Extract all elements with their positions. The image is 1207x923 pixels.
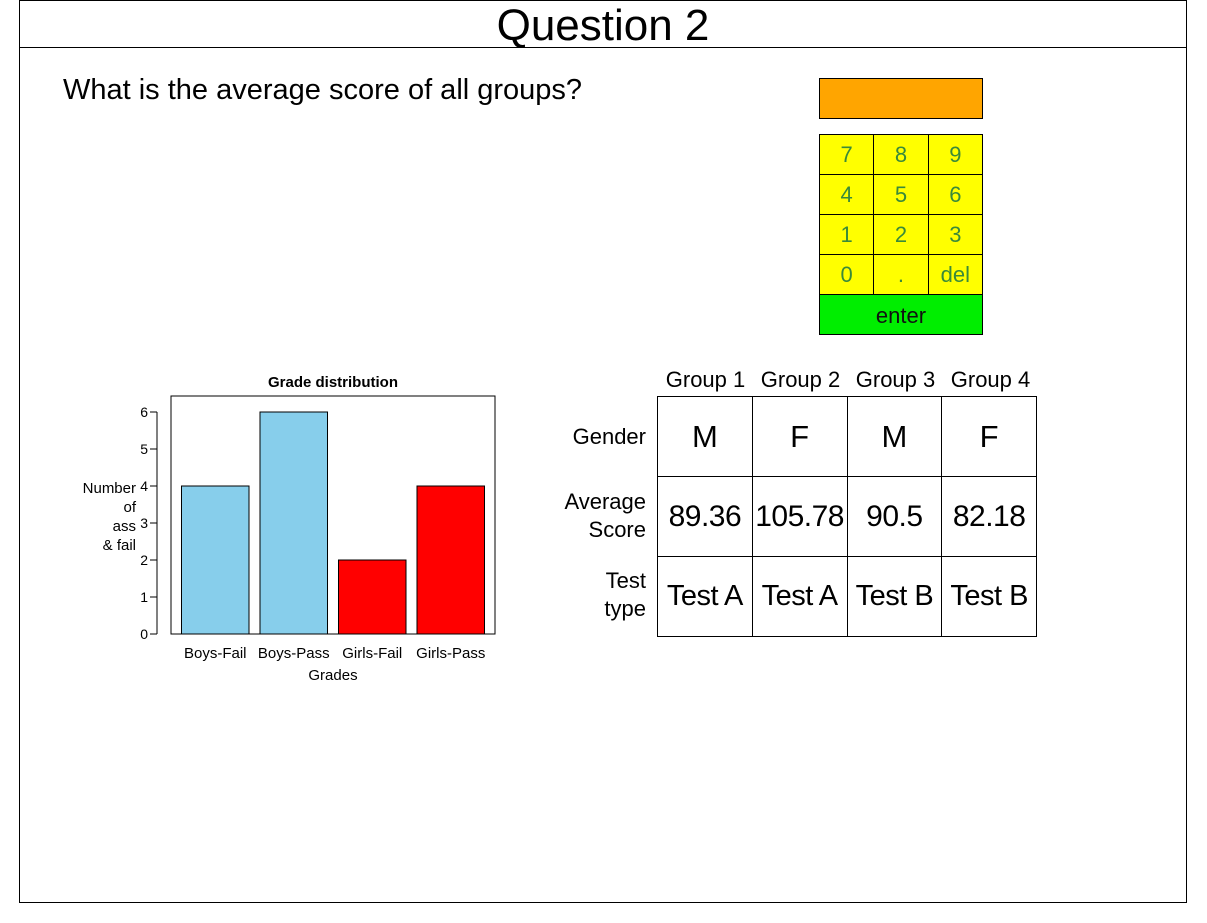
y-tick-label: 1 <box>140 589 148 605</box>
bar <box>337 559 407 635</box>
y-tick-label: 0 <box>140 626 148 642</box>
page-title: Question 2 <box>20 1 1186 50</box>
plot-border <box>170 395 496 635</box>
bar <box>180 485 250 635</box>
key-8[interactable]: 8 <box>874 135 929 175</box>
group-header: Group 3 <box>855 367 936 392</box>
table-row-score: 89.36 105.78 90.5 82.18 <box>657 476 1037 557</box>
y-tick-label: 5 <box>140 441 148 457</box>
bar <box>259 411 329 635</box>
answer-input[interactable] <box>819 78 983 119</box>
y-axis-label: of <box>123 499 136 516</box>
key-6[interactable]: 6 <box>928 175 982 215</box>
x-axis-label: Grades <box>308 667 357 684</box>
keypad-row: 1 2 3 <box>820 215 982 255</box>
row-label-average-score: Average Score <box>540 488 646 544</box>
y-tick-label: 2 <box>140 552 148 568</box>
keypad: 7 8 9 4 5 6 1 2 3 0 . del enter <box>819 134 983 335</box>
gender-cell: F <box>941 396 1037 477</box>
gender-cell: F <box>751 396 848 477</box>
x-tick-label: Boys-Pass <box>258 645 330 662</box>
bar <box>416 485 486 635</box>
y-axis-label: ass <box>113 518 136 535</box>
key-5[interactable]: 5 <box>874 175 929 215</box>
table-row-gender: M F M F <box>657 396 1037 477</box>
gender-cell: M <box>846 396 943 477</box>
score-cell: 90.5 <box>846 476 943 557</box>
score-cell: 89.36 <box>657 476 753 557</box>
y-axis-label: & fail <box>103 537 136 554</box>
key-0[interactable]: 0 <box>820 255 875 295</box>
key-7[interactable]: 7 <box>820 135 875 175</box>
group-header: Group 1 <box>665 367 746 392</box>
x-tick-label: Boys-Fail <box>184 645 247 662</box>
x-tick-label: Girls-Pass <box>416 645 485 662</box>
key-delete[interactable]: del <box>928 255 982 295</box>
row-label-line: Test <box>605 568 646 593</box>
question-text: What is the average score of all groups? <box>63 74 583 106</box>
keypad-row: 0 . del <box>820 255 982 295</box>
row-label-line: type <box>604 596 646 621</box>
test-type-cell: Test B <box>941 556 1037 637</box>
key-decimal[interactable]: . <box>874 255 929 295</box>
y-tick-label: 3 <box>140 515 148 531</box>
row-label-line: Average <box>564 489 646 514</box>
row-label-line: Score <box>588 517 646 542</box>
enter-button[interactable]: enter <box>820 295 982 334</box>
score-cell: 105.78 <box>751 476 848 557</box>
question-frame: Question 2 What is the average score of … <box>19 0 1187 903</box>
group-header: Group 2 <box>760 367 841 392</box>
x-tick-label: Girls-Fail <box>342 645 402 662</box>
y-tick-label: 6 <box>140 404 148 420</box>
row-label-line: Gender <box>572 424 646 449</box>
group-header: Group 4 <box>950 367 1031 392</box>
row-label-gender: Gender <box>540 423 646 451</box>
key-9[interactable]: 9 <box>928 135 982 175</box>
data-grid: M F M F 89.36 105.78 90.5 82.18 Test A T… <box>657 396 1037 637</box>
key-1[interactable]: 1 <box>820 215 875 255</box>
chart-title: Grade distribution <box>268 374 398 391</box>
test-type-cell: Test A <box>657 556 753 637</box>
gender-cell: M <box>657 396 753 477</box>
grade-distribution-chart: Grade distribution 0 1 2 3 4 5 6 Boys-Fail Boys-P… <box>83 374 496 684</box>
keypad-row: 7 8 9 <box>820 135 982 175</box>
score-cell: 82.18 <box>941 476 1037 557</box>
key-4[interactable]: 4 <box>820 175 875 215</box>
test-type-cell: Test A <box>751 556 848 637</box>
y-axis-label: Number <box>83 480 136 497</box>
test-type-cell: Test B <box>846 556 943 637</box>
table-row-test-type: Test A Test A Test B Test B <box>657 556 1037 637</box>
key-2[interactable]: 2 <box>874 215 929 255</box>
key-3[interactable]: 3 <box>928 215 982 255</box>
row-label-test-type: Test type <box>540 567 646 623</box>
y-tick-label: 4 <box>140 478 148 494</box>
keypad-row: 4 5 6 <box>820 175 982 215</box>
